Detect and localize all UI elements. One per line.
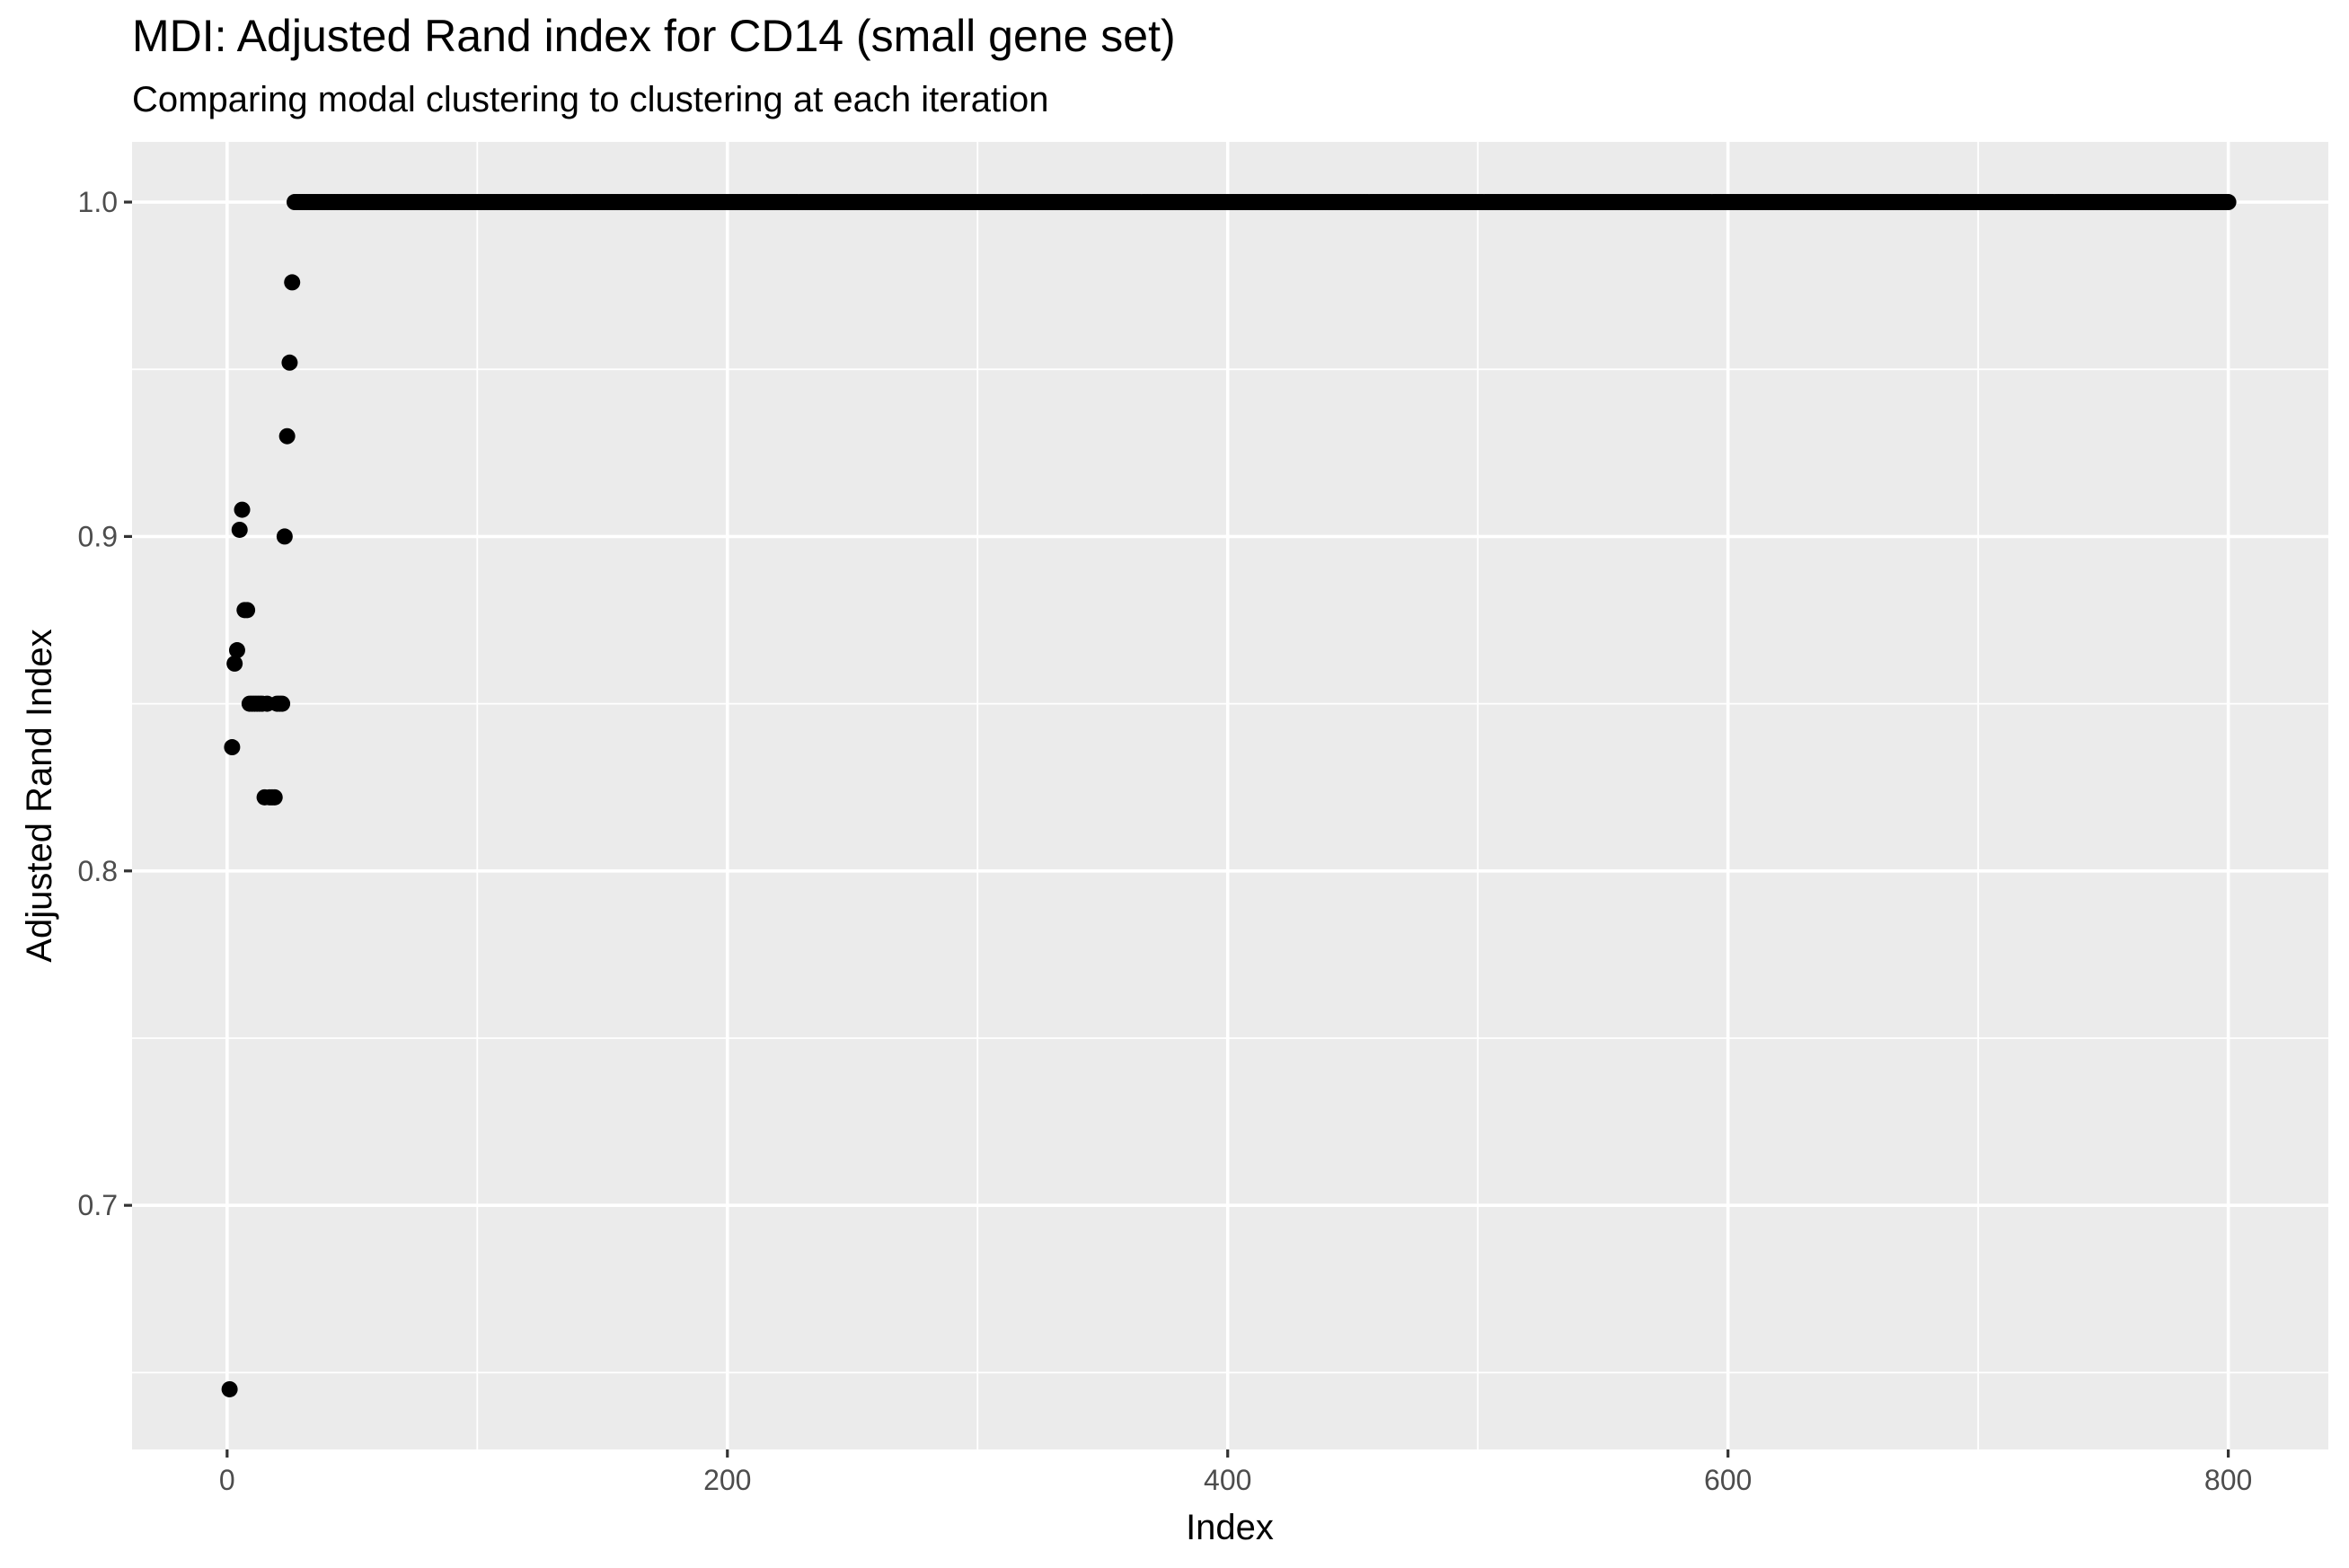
minor-gridlines (132, 142, 2328, 1449)
x-axis-title: Index (1186, 1508, 1274, 1547)
data-point (226, 655, 243, 672)
plot-panel (132, 142, 2328, 1449)
chart-subtitle: Comparing modal clustering to clustering… (132, 80, 1049, 119)
data-point (234, 501, 251, 518)
y-tick-label: 1.0 (78, 186, 118, 218)
axis-ticks (124, 200, 2230, 1458)
x-tick-label: 0 (219, 1464, 235, 1496)
data-point (284, 274, 301, 291)
x-tick-label: 600 (1704, 1464, 1752, 1496)
data-point (276, 528, 293, 545)
data-point (278, 427, 296, 445)
y-axis-title: Adjusted Rand Index (20, 629, 59, 962)
data-point (274, 695, 291, 712)
y-tick-label: 0.9 (78, 520, 118, 552)
chart-title: MDI: Adjusted Rand index for CD14 (small… (132, 11, 1176, 61)
data-point (231, 521, 248, 538)
data-point (281, 354, 298, 371)
data-point (221, 1380, 238, 1397)
y-tick-label: 0.8 (78, 855, 118, 887)
x-tick-label: 400 (1204, 1464, 1251, 1496)
data-point (266, 788, 283, 806)
data-point (228, 642, 245, 659)
data-points (221, 194, 2237, 1397)
data-point (224, 739, 241, 756)
x-tick-label: 800 (2204, 1464, 2252, 1496)
data-point (239, 602, 256, 619)
x-tick-label: 200 (703, 1464, 751, 1496)
axis-tick-labels: 0 200 400 600 800 0.7 0.8 0.9 1.0 (78, 186, 2253, 1496)
y-tick-label: 0.7 (78, 1189, 118, 1221)
data-point (2220, 194, 2237, 211)
